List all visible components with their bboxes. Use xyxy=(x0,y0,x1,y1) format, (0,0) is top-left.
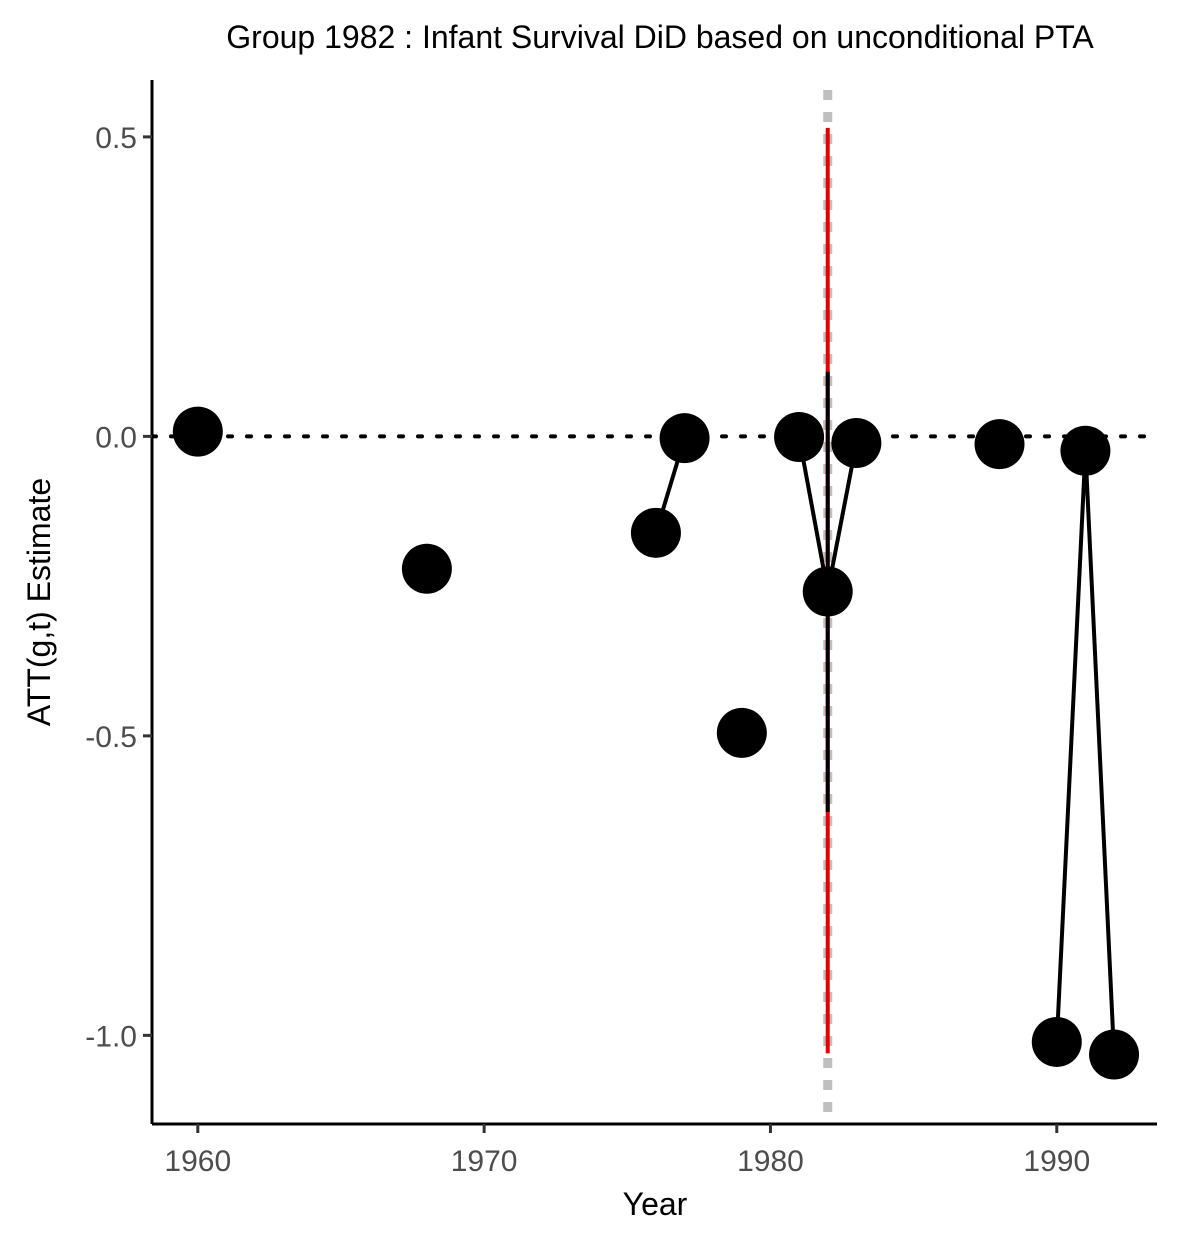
tick-labels: 0.5 0.0 -0.5 -1.0 1960 1970 1980 1990 xyxy=(85,122,1090,1178)
y-tick-label: 0.5 xyxy=(95,122,137,155)
data-point xyxy=(1089,1029,1140,1080)
data-point xyxy=(659,413,710,464)
data-point xyxy=(401,543,452,594)
y-tick-label: -1.0 xyxy=(85,1020,137,1053)
data-point xyxy=(172,406,223,457)
connecting-segment xyxy=(1083,450,1117,1055)
data-point xyxy=(1031,1016,1082,1067)
data-point xyxy=(974,419,1025,470)
connecting-segment xyxy=(797,436,830,592)
x-tick-label: 1980 xyxy=(737,1145,804,1178)
chart-title: Group 1982 : Infant Survival DiD based o… xyxy=(226,19,1094,55)
data-point xyxy=(774,411,825,462)
data-point xyxy=(802,566,853,617)
x-tick-label: 1990 xyxy=(1023,1145,1090,1178)
connecting-segment xyxy=(825,442,859,592)
data-point xyxy=(716,707,767,758)
connecting-segments xyxy=(654,436,1117,1055)
data-point xyxy=(630,507,681,558)
x-axis-label: Year xyxy=(623,1186,688,1222)
x-tick-label: 1960 xyxy=(164,1145,231,1178)
reference-lines xyxy=(150,90,1159,1124)
data-point xyxy=(831,417,882,468)
data-points xyxy=(172,406,1140,1080)
y-axis-label: ATT(g,t) Estimate xyxy=(21,478,57,726)
y-tick-label: 0.0 xyxy=(95,421,137,454)
y-tick-label: -0.5 xyxy=(85,721,137,754)
data-point xyxy=(1060,425,1111,476)
x-tick-label: 1970 xyxy=(451,1145,518,1178)
connecting-segment xyxy=(1054,450,1088,1043)
axes xyxy=(143,80,1157,1133)
